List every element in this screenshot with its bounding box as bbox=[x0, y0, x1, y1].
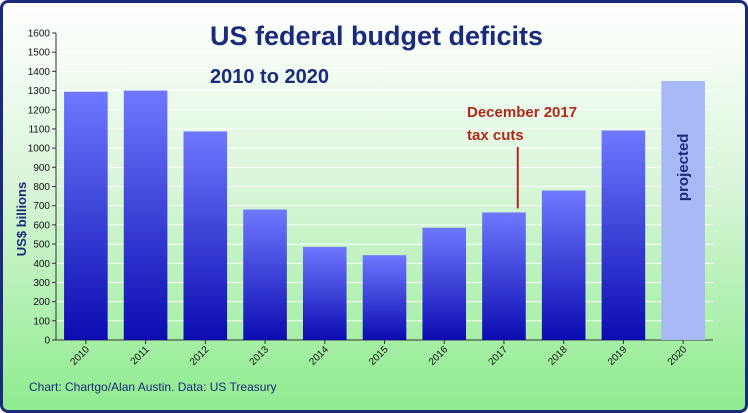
x-tick-label: 2019 bbox=[606, 344, 630, 368]
bar bbox=[123, 90, 168, 340]
y-tick-label: 100 bbox=[33, 316, 50, 327]
y-tick-label: 500 bbox=[33, 240, 50, 251]
chart-subtitle: 2010 to 2020 bbox=[210, 66, 329, 88]
bar bbox=[541, 190, 586, 340]
bars: projected bbox=[64, 80, 705, 341]
y-tick-label: 1200 bbox=[28, 105, 51, 116]
y-tick-label: 200 bbox=[33, 297, 50, 308]
bar bbox=[302, 246, 347, 340]
x-tick-label: 2013 bbox=[248, 344, 272, 368]
y-tick-label: 300 bbox=[33, 278, 50, 289]
y-tick-label: 1400 bbox=[28, 67, 51, 78]
y-tick-label: 1500 bbox=[28, 48, 51, 59]
bar-chart: 0 100 200 300 400 500 600 700 800 900 1000 1100 1200… bbox=[14, 21, 713, 394]
bar bbox=[422, 227, 467, 340]
x-tick-label: 2020 bbox=[666, 344, 690, 368]
y-tick-label: 1600 bbox=[28, 29, 51, 40]
annotation-line-1: December 2017 bbox=[467, 104, 577, 121]
y-tick-label: 900 bbox=[33, 163, 50, 174]
x-tick-label: 2015 bbox=[367, 344, 391, 368]
projected-label: projected bbox=[675, 134, 692, 202]
y-tick-label: 700 bbox=[33, 201, 50, 212]
bar bbox=[64, 91, 108, 341]
x-tick-label: 2010 bbox=[68, 344, 92, 368]
y-tick-label: 0 bbox=[44, 336, 50, 347]
bar bbox=[601, 130, 646, 340]
y-axis-label: US$ billions bbox=[14, 182, 29, 256]
x-tick-label: 2014 bbox=[307, 344, 331, 368]
annotation-line-2: tax cuts bbox=[467, 127, 524, 144]
source-note: Chart: Chartgo/Alan Austin. Data: US Tre… bbox=[29, 380, 276, 394]
bar bbox=[243, 209, 287, 340]
chart-title: US federal budget deficits bbox=[210, 21, 543, 51]
y-tick-label: 1300 bbox=[28, 86, 51, 97]
y-tick-label: 400 bbox=[33, 259, 50, 270]
y-tick-label: 1000 bbox=[28, 144, 51, 155]
x-axis-ticks: 2010 2011 2012 2013 2014 2015 2016 2017 2018 2019… bbox=[68, 340, 690, 368]
x-tick-label: 2012 bbox=[188, 344, 212, 368]
y-tick-label: 1100 bbox=[28, 124, 50, 135]
x-tick-label: 2011 bbox=[129, 344, 152, 367]
bar bbox=[183, 131, 228, 340]
bar bbox=[482, 212, 526, 340]
bar bbox=[362, 255, 407, 340]
bar-projected bbox=[661, 80, 705, 340]
y-tick-label: 600 bbox=[33, 220, 50, 231]
x-tick-label: 2017 bbox=[487, 344, 511, 368]
x-tick-label: 2018 bbox=[546, 344, 570, 368]
y-tick-label: 800 bbox=[33, 182, 50, 193]
x-tick-label: 2016 bbox=[427, 344, 451, 368]
